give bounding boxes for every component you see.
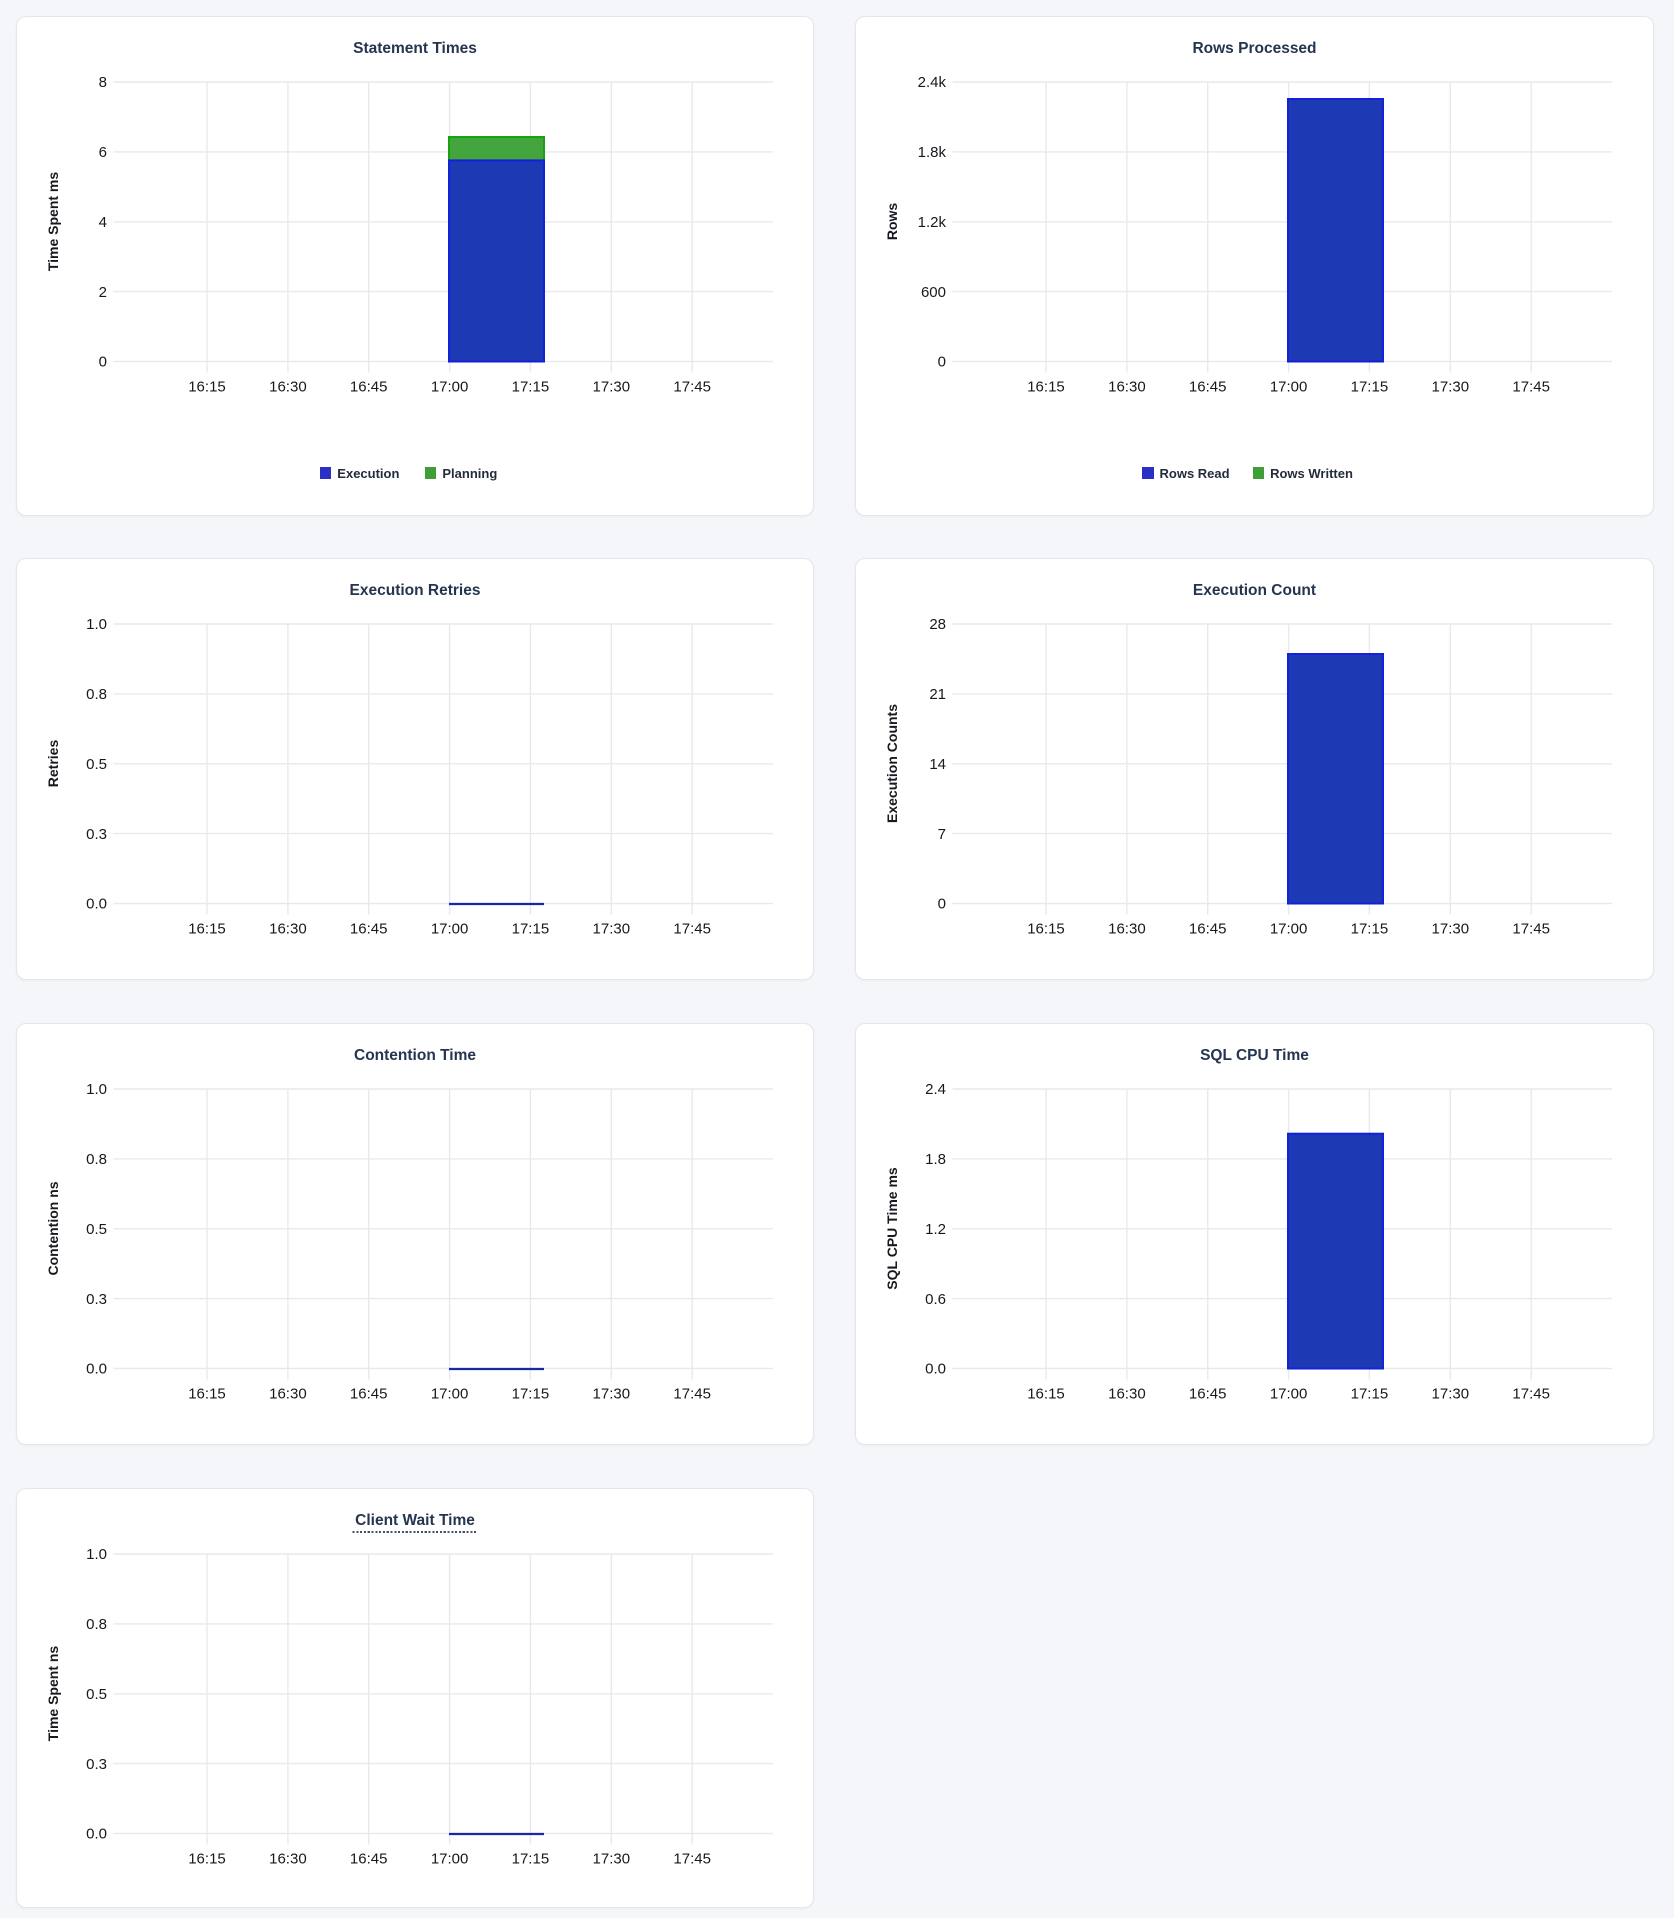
svg-text:16:45: 16:45 (1189, 1385, 1227, 1402)
svg-text:0: 0 (938, 895, 946, 912)
svg-text:16:30: 16:30 (1108, 920, 1146, 937)
svg-text:17:00: 17:00 (1270, 378, 1308, 395)
svg-text:0.8: 0.8 (86, 1616, 107, 1633)
svg-text:17:30: 17:30 (1432, 378, 1470, 395)
svg-text:17:15: 17:15 (512, 920, 550, 937)
svg-text:16:15: 16:15 (188, 920, 226, 937)
svg-text:16:30: 16:30 (269, 920, 307, 937)
svg-text:600: 600 (921, 284, 946, 301)
svg-text:17:45: 17:45 (673, 1850, 711, 1867)
svg-text:1.8: 1.8 (925, 1151, 946, 1168)
svg-text:17:45: 17:45 (673, 1385, 711, 1402)
svg-text:17:45: 17:45 (1512, 1385, 1550, 1402)
svg-text:1.2k: 1.2k (918, 214, 947, 231)
svg-text:17:00: 17:00 (431, 1385, 469, 1402)
svg-text:16:15: 16:15 (1027, 1385, 1065, 1402)
svg-text:2: 2 (99, 284, 107, 301)
svg-text:16:15: 16:15 (1027, 378, 1065, 395)
svg-text:17:15: 17:15 (1351, 378, 1389, 395)
svg-text:0.3: 0.3 (86, 825, 107, 842)
svg-text:0.0: 0.0 (925, 1360, 946, 1377)
svg-text:1.8k: 1.8k (918, 144, 947, 161)
svg-text:7: 7 (938, 825, 946, 842)
svg-text:1.0: 1.0 (86, 616, 107, 633)
svg-text:14: 14 (929, 756, 946, 773)
svg-text:17:30: 17:30 (593, 1385, 631, 1402)
svg-text:17:45: 17:45 (1512, 378, 1550, 395)
svg-text:0.6: 0.6 (925, 1290, 946, 1307)
svg-text:0.8: 0.8 (86, 686, 107, 703)
svg-text:1.2: 1.2 (925, 1221, 946, 1238)
svg-text:17:00: 17:00 (431, 1850, 469, 1867)
svg-text:16:15: 16:15 (188, 1850, 226, 1867)
svg-text:17:30: 17:30 (1432, 920, 1470, 937)
svg-text:SQL CPU Time ms: SQL CPU Time ms (884, 1167, 900, 1290)
svg-text:Execution Counts: Execution Counts (884, 703, 900, 822)
svg-text:2.4: 2.4 (925, 1081, 946, 1098)
svg-text:17:15: 17:15 (512, 378, 550, 395)
svg-text:0.5: 0.5 (86, 756, 107, 773)
svg-text:8: 8 (99, 74, 107, 91)
svg-text:17:00: 17:00 (1270, 920, 1308, 937)
svg-text:16:45: 16:45 (350, 1385, 388, 1402)
svg-text:0.5: 0.5 (86, 1686, 107, 1703)
svg-text:17:30: 17:30 (1432, 1385, 1470, 1402)
svg-text:17:30: 17:30 (593, 920, 631, 937)
svg-text:16:30: 16:30 (269, 1385, 307, 1402)
svg-text:0.8: 0.8 (86, 1151, 107, 1168)
svg-text:16:15: 16:15 (188, 378, 226, 395)
svg-text:17:30: 17:30 (593, 1850, 631, 1867)
svg-text:Retries: Retries (45, 739, 61, 787)
svg-text:28: 28 (929, 616, 946, 633)
svg-text:16:30: 16:30 (269, 378, 307, 395)
svg-text:0.0: 0.0 (86, 1826, 107, 1843)
svg-text:16:45: 16:45 (1189, 920, 1227, 937)
svg-text:16:15: 16:15 (1027, 920, 1065, 937)
svg-text:0.0: 0.0 (86, 895, 107, 912)
svg-text:16:30: 16:30 (269, 1850, 307, 1867)
svg-text:0: 0 (99, 354, 107, 371)
svg-text:16:15: 16:15 (188, 1385, 226, 1402)
svg-text:0.5: 0.5 (86, 1221, 107, 1238)
svg-text:16:30: 16:30 (1108, 378, 1146, 395)
svg-text:17:00: 17:00 (431, 378, 469, 395)
svg-text:1.0: 1.0 (86, 1546, 107, 1563)
svg-text:6: 6 (99, 144, 107, 161)
svg-text:Time Spent ms: Time Spent ms (45, 172, 61, 272)
svg-text:1.0: 1.0 (86, 1081, 107, 1098)
svg-text:4: 4 (99, 214, 107, 231)
svg-text:Time Spent ns: Time Spent ns (45, 1646, 61, 1742)
svg-text:17:15: 17:15 (1351, 1385, 1389, 1402)
svg-text:16:45: 16:45 (350, 1850, 388, 1867)
svg-text:17:00: 17:00 (431, 920, 469, 937)
svg-text:16:30: 16:30 (1108, 1385, 1146, 1402)
svg-text:17:45: 17:45 (1512, 920, 1550, 937)
svg-text:Rows: Rows (884, 203, 900, 241)
svg-text:17:45: 17:45 (673, 920, 711, 937)
svg-text:17:00: 17:00 (1270, 1385, 1308, 1402)
svg-text:16:45: 16:45 (1189, 378, 1227, 395)
svg-text:0.0: 0.0 (86, 1360, 107, 1377)
svg-text:Contention ns: Contention ns (45, 1181, 61, 1275)
svg-text:16:45: 16:45 (350, 920, 388, 937)
svg-text:16:45: 16:45 (350, 378, 388, 395)
svg-text:0.3: 0.3 (86, 1290, 107, 1307)
svg-text:0: 0 (938, 354, 946, 371)
svg-text:17:30: 17:30 (593, 378, 631, 395)
svg-text:21: 21 (929, 686, 946, 703)
svg-text:17:45: 17:45 (673, 378, 711, 395)
svg-text:17:15: 17:15 (1351, 920, 1389, 937)
svg-text:17:15: 17:15 (512, 1850, 550, 1867)
svg-text:0.3: 0.3 (86, 1756, 107, 1773)
svg-text:2.4k: 2.4k (918, 74, 947, 91)
svg-text:17:15: 17:15 (512, 1385, 550, 1402)
